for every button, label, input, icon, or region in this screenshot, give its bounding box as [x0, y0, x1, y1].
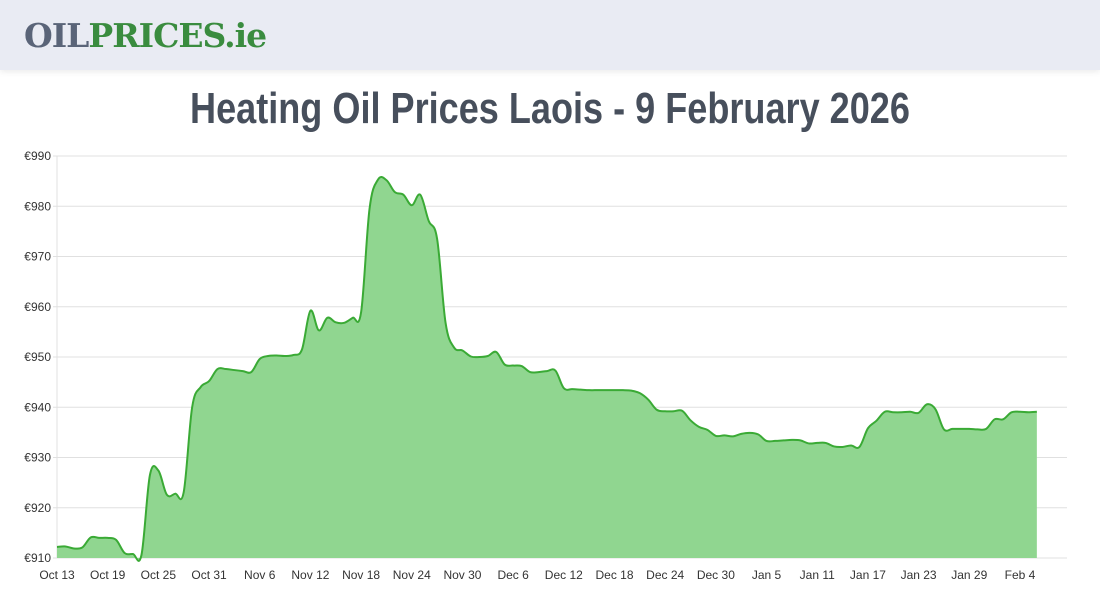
- y-axis-labels: €910 €920 €930 €940 €950 €960 €970 €980 €990: [24, 149, 51, 565]
- x-tick-label: Nov 12: [291, 568, 329, 582]
- price-line: [56, 176, 1037, 562]
- x-tick-label: Jan 23: [901, 568, 937, 582]
- x-tick-label: Oct 25: [141, 568, 177, 582]
- x-tick-label: Nov 30: [443, 568, 481, 582]
- y-tick-label: €940: [24, 400, 51, 414]
- x-tick-label: Dec 30: [697, 568, 735, 582]
- x-tick-label: Nov 6: [244, 568, 276, 582]
- x-tick-label: Jan 17: [850, 568, 886, 582]
- y-tick-label: €950: [24, 350, 51, 364]
- y-tick-label: €990: [24, 149, 51, 163]
- page-title: Heating Oil Prices Laois - 9 February 20…: [190, 84, 910, 133]
- x-tick-label: Dec 6: [497, 568, 529, 582]
- x-tick-label: Nov 18: [342, 568, 380, 582]
- x-tick-label: Oct 19: [90, 568, 126, 582]
- price-area-fill: [57, 176, 1037, 561]
- y-tick-label: €910: [24, 551, 51, 565]
- x-tick-label: Feb 4: [1005, 568, 1036, 582]
- logo-prices-text: PRICES.ie: [88, 16, 267, 55]
- x-tick-label: Nov 24: [393, 568, 431, 582]
- site-header: OILPRICES.ie: [0, 0, 1100, 70]
- x-tick-label: Dec 18: [595, 568, 633, 582]
- x-tick-label: Jan 5: [752, 568, 782, 582]
- x-axis-labels: Oct 13 Oct 19 Oct 25 Oct 31 Nov 6 Nov 12 Nov 1…: [39, 568, 1035, 582]
- x-tick-label: Dec 12: [545, 568, 583, 582]
- site-logo[interactable]: OILPRICES.ie: [24, 16, 267, 56]
- x-tick-label: Oct 13: [39, 568, 75, 582]
- y-tick-label: €970: [24, 250, 51, 264]
- x-tick-label: Jan 11: [800, 568, 835, 582]
- x-tick-label: Oct 31: [191, 568, 227, 582]
- x-tick-label: Jan 29: [951, 568, 987, 582]
- y-tick-label: €980: [24, 199, 51, 213]
- y-tick-label: €920: [24, 501, 51, 515]
- logo-oil-text: OIL: [24, 16, 89, 55]
- x-tick-label: Dec 24: [646, 568, 684, 582]
- y-tick-label: €930: [24, 451, 51, 465]
- y-tick-label: €960: [24, 300, 51, 314]
